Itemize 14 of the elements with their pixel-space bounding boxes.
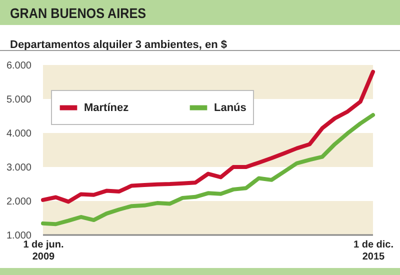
- y-tick-label: 1.000: [6, 230, 32, 242]
- y-tick-label: 6.000: [6, 60, 32, 72]
- x-tick-label: 1 de jun. 2009: [23, 240, 64, 262]
- chart-subtitle: Departamentos alquiler 3 ambientes, en $: [10, 39, 228, 51]
- y-tick-label: 4.000: [6, 128, 32, 140]
- y-tick-label: 2.000: [6, 196, 32, 208]
- line-series: [41, 70, 375, 204]
- legend-label: Lanús: [214, 102, 246, 114]
- line-series: [41, 112, 375, 226]
- y-tick-label: 5.000: [6, 94, 32, 106]
- x-tick-label: 1 de dic. 2015: [353, 240, 394, 262]
- legend-label: Martínez: [84, 102, 130, 114]
- chart-title: GRAN BUENOS AIRES: [10, 5, 146, 21]
- y-tick-label: 3.000: [6, 162, 32, 174]
